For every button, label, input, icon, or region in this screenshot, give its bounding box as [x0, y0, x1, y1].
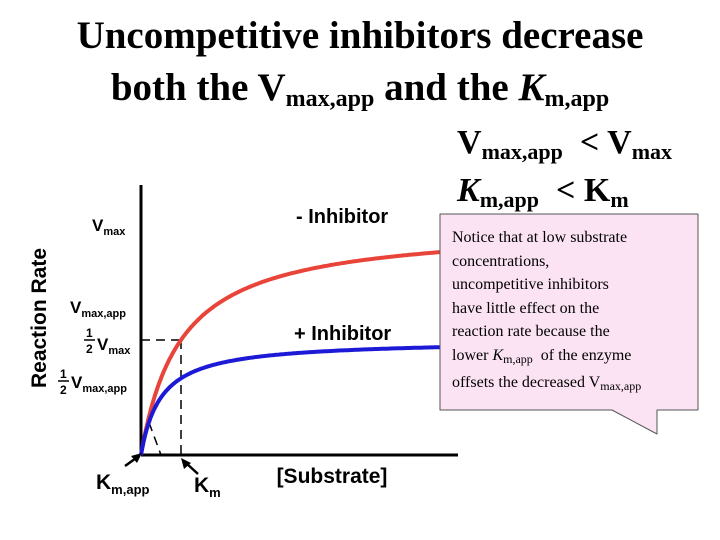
x-axis-label: [Substrate] [277, 465, 388, 488]
arrow-km-app-head [131, 453, 142, 463]
tick-vmax-app: Vmax,app [70, 298, 126, 320]
note-l6-pre: lower [452, 346, 493, 364]
note-line-3: uncompetitive inhibitors [452, 276, 609, 293]
vmax-relation: Vmax,app < Vmax [457, 124, 672, 165]
note-line-4: have little effect on the [452, 299, 600, 317]
curve-inhibitor [139, 345, 446, 456]
title-line2-mid: and the [374, 66, 519, 109]
tick-half-vmax: Vmax [97, 335, 131, 357]
tick-km: Km [194, 474, 221, 500]
title-line2-pre: both the V [110, 66, 286, 109]
title-km-sub: m,app [544, 86, 610, 112]
note-line-2: concentrations, [452, 252, 550, 270]
tick-vmax: Vmax [92, 216, 126, 238]
rel-k-op: < K [538, 172, 611, 209]
title-k: K [518, 66, 545, 109]
slide-title-line2: both the Vmax,app and the Km,app [0, 66, 720, 121]
rel-v-main: V [457, 124, 482, 161]
tick-half-vmax-app-den: 2 [60, 383, 67, 397]
rel-v-sub: max,app [481, 139, 563, 164]
note-line-1: Notice that at low substrate [452, 229, 628, 246]
note-line-5: reaction rate because the [452, 323, 610, 340]
curve-no-inhibitor [139, 249, 446, 456]
tick-half-vmax-app: Vmax,app [71, 373, 127, 395]
title-vmax-sub: max,app [285, 86, 375, 112]
note-l6-post: of the enzyme [532, 346, 632, 364]
note-l6-k: K [492, 346, 504, 364]
note-l7-sub: max,app [600, 379, 642, 393]
tick-half-vmax-num: 1 [86, 326, 93, 340]
rel-k-main: K [457, 172, 480, 209]
arrow-km-head [181, 458, 191, 469]
guide-km-app [148, 422, 162, 456]
rel-v-op: < V [562, 124, 632, 161]
series-label-inhibitor: + Inhibitor [294, 323, 391, 345]
series-label-no-inhibitor: - Inhibitor [296, 206, 388, 228]
y-axis-label: Reaction Rate [28, 248, 51, 388]
title-line1-text: Uncompetitive inhibitors decrease [76, 14, 644, 57]
tick-half-vmax-den: 2 [86, 342, 93, 356]
tick-km-app: Km,app [96, 471, 150, 497]
rel-k-sub2: m [610, 187, 629, 212]
tick-half-vmax-app-num: 1 [60, 367, 67, 381]
note-line-7: offsets the decreased Vmax,app [452, 371, 702, 399]
rel-k-sub: m,app [479, 187, 539, 212]
note-l7-pre: offsets the decreased V [452, 374, 601, 391]
km-relation: Km,app < Km [457, 172, 629, 213]
note-l6-sub: m,app [503, 351, 533, 366]
note-line-6: lower Km,app of the enzyme [452, 344, 702, 372]
note-bubble [439, 213, 699, 435]
note-text: Notice that at low substrate concentrati… [452, 226, 702, 399]
rel-v-sub2: max [631, 139, 673, 164]
guide-lines [141, 339, 182, 456]
slide-title-line1: Uncompetitive inhibitors decrease [0, 14, 720, 58]
